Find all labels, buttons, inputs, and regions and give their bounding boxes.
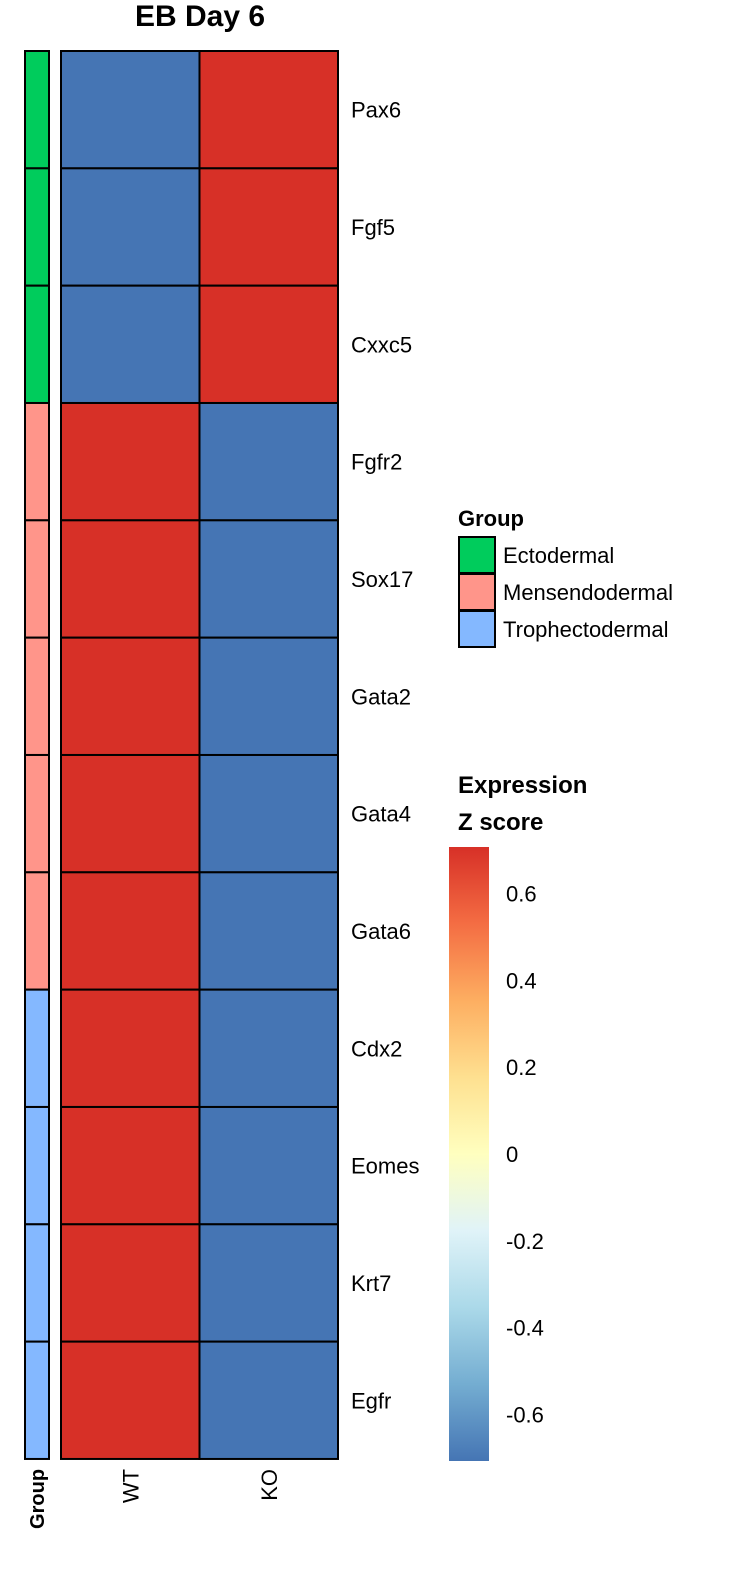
- colorbar-legend: 0.6 0.4 0.2 0 -0.2 -0.4 -0.6: [449, 847, 544, 1461]
- heatmap-cell: [60, 1223, 201, 1343]
- group-legend-title: Group: [458, 506, 524, 531]
- heatmap-cell: [198, 519, 339, 639]
- row-label: Egfr: [351, 1388, 391, 1413]
- column-labels: WT KO Group: [27, 1469, 282, 1529]
- colorbar-title-line2: Z score: [458, 809, 544, 836]
- group-annotation-cell: [24, 167, 50, 287]
- group-legend: Ectodermal Mensendodermal Trophectodermal: [458, 536, 673, 648]
- heatmap-cell: [60, 401, 201, 522]
- heatmap-cell: [198, 1105, 339, 1226]
- heatmap-cell: [198, 1340, 339, 1460]
- group-annotation-cell: [24, 401, 50, 522]
- colorbar-tick-label: 0.6: [506, 881, 537, 906]
- heatmap-cell: [60, 636, 201, 756]
- group-annotation-cell: [24, 1340, 50, 1460]
- row-label: Fgf5: [351, 215, 395, 240]
- group-legend-label: Ectodermal: [503, 543, 614, 568]
- heatmap-cell: [60, 1105, 201, 1226]
- group-annotation-cell: [24, 871, 50, 991]
- group-annotation-cell: [24, 284, 50, 404]
- colorbar-tick-label: 0.2: [506, 1055, 537, 1080]
- row-label: Cxxc5: [351, 332, 412, 357]
- group-annotation-cell: [24, 753, 50, 874]
- column-label: KO: [257, 1469, 282, 1501]
- colorbar-tick-label: 0.4: [506, 968, 537, 993]
- colorbar-title-line1: Expression: [458, 772, 588, 799]
- chart-title: EB Day 6: [134, 0, 266, 33]
- heatmap-cell: [60, 284, 201, 404]
- heatmap-cell: [60, 50, 201, 170]
- group-annotation-cell: [24, 636, 50, 756]
- colorbar-tick-label: -0.2: [506, 1229, 544, 1254]
- heatmap-cell: [198, 401, 339, 522]
- row-label: Eomes: [351, 1154, 419, 1179]
- heatmap-cell: [60, 753, 201, 874]
- group-annotation-cell: [24, 1105, 50, 1226]
- colorbar: [449, 847, 489, 1461]
- row-label: Cdx2: [351, 1036, 402, 1061]
- row-label: Pax6: [351, 98, 401, 123]
- colorbar-tick-label: -0.6: [506, 1403, 544, 1428]
- heatmap-cell: [198, 284, 339, 404]
- colorbar-tick-label: 0: [506, 1142, 518, 1167]
- heatmap-cell: [198, 988, 339, 1108]
- group-annotation-cell: [24, 1223, 50, 1343]
- group-legend-label: Trophectodermal: [503, 617, 668, 642]
- row-label: Gata6: [351, 919, 411, 944]
- group-legend-label: Mensendodermal: [503, 580, 673, 605]
- group-annotation-cell: [24, 519, 50, 639]
- heatmap-cells: [60, 50, 339, 1460]
- heatmap-cell: [60, 988, 201, 1108]
- group-annotation-cell: [24, 50, 50, 170]
- row-labels: Pax6 Fgf5 Cxxc5 Fgfr2 Sox17 Gata2 Gata4 Gata6 Cd…: [351, 98, 419, 1414]
- group-legend-swatch: [458, 536, 496, 574]
- heatmap-cell: [198, 167, 339, 287]
- heatmap-cell: [198, 871, 339, 991]
- column-label: WT: [118, 1469, 143, 1503]
- row-label: Krt7: [351, 1271, 391, 1296]
- row-label: Sox17: [351, 567, 413, 592]
- group-annotation-cell: [24, 988, 50, 1108]
- heatmap-cell: [60, 519, 201, 639]
- group-legend-swatch: [458, 610, 496, 648]
- group-legend-swatch: [458, 573, 496, 611]
- heatmap-cell: [198, 1223, 339, 1343]
- heatmap-cell: [60, 1340, 201, 1460]
- colorbar-tick-label: -0.4: [506, 1316, 544, 1341]
- heatmap-cell: [198, 50, 339, 170]
- heatmap-cell: [198, 636, 339, 756]
- row-label: Fgfr2: [351, 450, 402, 475]
- heatmap-cell: [198, 753, 339, 874]
- group-annotation-bar: [24, 50, 50, 1460]
- heatmap-cell: [60, 167, 201, 287]
- row-label: Gata2: [351, 684, 411, 709]
- heatmap-cell: [60, 871, 201, 991]
- row-label: Gata4: [351, 802, 411, 827]
- annotation-axis-label: Group: [27, 1469, 49, 1529]
